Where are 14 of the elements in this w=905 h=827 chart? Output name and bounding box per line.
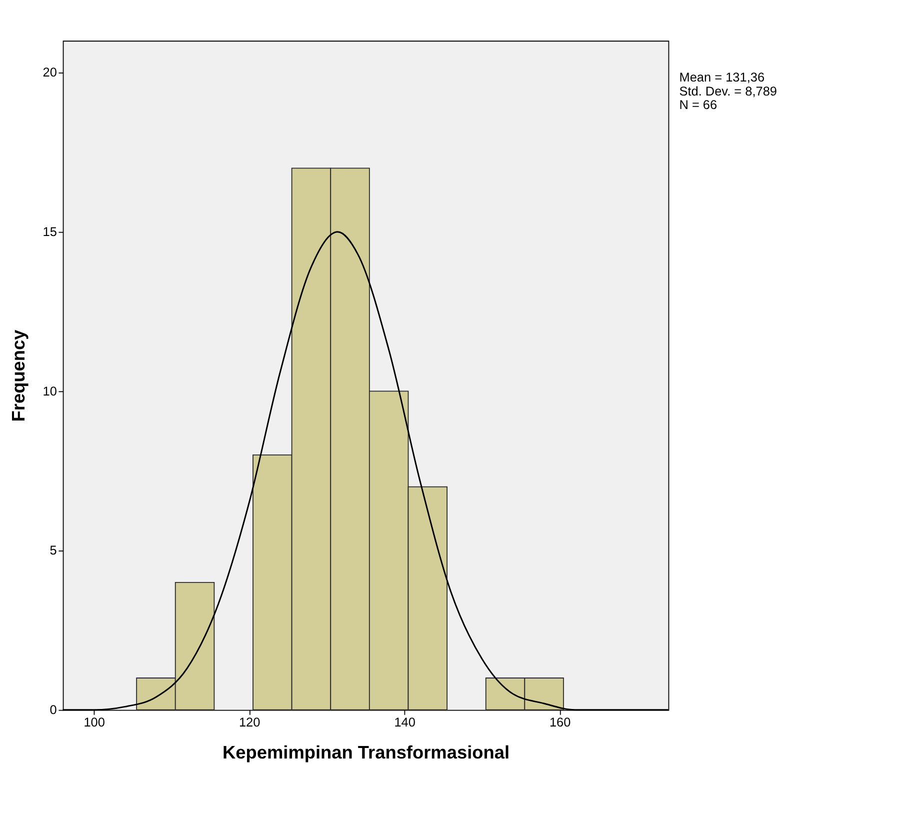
x-tick-label: 120 [238, 714, 260, 730]
y-tick-label: 0 [50, 702, 57, 717]
y-tick-label: 15 [42, 224, 57, 239]
text: N = 66 [679, 96, 718, 112]
y-tick-label: 20 [42, 64, 57, 80]
y-tick-label: 5 [50, 542, 57, 558]
text: Std. Dev. = 8,789 [679, 83, 778, 98]
y-axis-title: Frequency [8, 328, 29, 422]
text: Mean = 131,36 [679, 70, 765, 85]
x-tick-label: 160 [549, 714, 571, 730]
y-tick-label: 10 [42, 383, 57, 398]
x-tick-label: 140 [394, 714, 416, 730]
x-tick-label: 100 [84, 714, 105, 730]
x-axis-title: Kepemimpinan Transformasional [222, 742, 510, 763]
